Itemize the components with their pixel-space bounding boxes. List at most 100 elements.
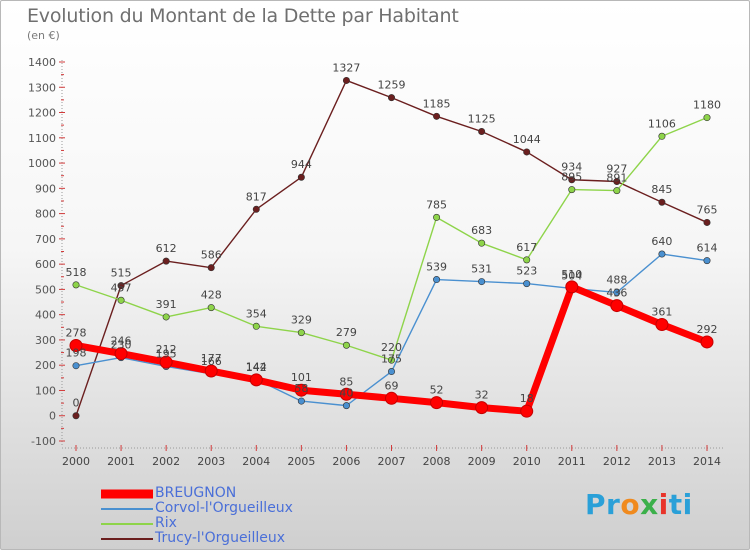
data-label: 0 [73,397,80,410]
data-point [613,178,621,186]
data-label: 391 [156,298,177,311]
data-point [387,368,395,376]
data-label: 765 [697,203,718,216]
data-label: 101 [291,371,312,384]
data-point [249,373,263,387]
data-label: 1327 [332,61,360,74]
data-label: 436 [606,287,627,300]
data-label: 32 [475,389,489,402]
data-point [568,176,576,184]
data-label: 845 [651,183,672,196]
data-label: 85 [339,375,353,388]
x-tick-label: 2001 [107,455,135,468]
y-tick-label: 100 [35,384,56,397]
data-label: 354 [246,307,267,320]
data-point [252,205,260,213]
data-label: 212 [156,343,177,356]
legend-label-corvol: Corvol-l'Orgueilleux [155,500,293,516]
y-tick-label: 0 [49,410,56,423]
data-label: 539 [426,261,447,274]
data-point [703,218,711,226]
data-label: 220 [381,341,402,354]
series-line-2 [75,116,708,361]
data-point [568,186,576,194]
x-tick-label: 2004 [242,455,270,468]
y-tick-label: 200 [35,359,56,372]
data-point [703,257,711,265]
data-labels: 0 515 612 586 817 944 1327 1259 1185 1125 1044 934 9… [66,61,722,409]
y-tick-label: 1100 [28,132,56,145]
x-tick-label: 2010 [513,455,541,468]
data-point [433,276,441,284]
data-label: 18 [520,392,534,405]
data-label: 166 [201,355,222,368]
data-label: 683 [471,224,492,237]
data-point [610,299,624,313]
data-point [387,94,395,102]
data-point [162,257,170,265]
legend-label-trucy: Trucy-l'Orgueilleux [155,530,285,546]
data-label: 230 [111,339,132,352]
data-point [72,281,80,289]
data-label: 504 [561,269,582,282]
y-tick-label: 800 [35,208,56,221]
data-point [162,313,170,321]
data-point [117,282,125,290]
data-label: 617 [516,241,537,254]
data-point [520,404,534,418]
data-point [478,278,486,286]
x-tick-label: 2012 [603,455,631,468]
chart-title: Evolution du Montant de la Dette par Hab… [27,5,459,27]
y-tick-label: 1400 [28,56,56,69]
data-point [658,198,666,206]
data-label: 144 [246,360,267,373]
data-label: 515 [111,267,132,280]
data-point [703,114,711,122]
data-label: 457 [111,281,132,294]
data-label: 292 [697,323,718,336]
data-point [613,187,621,195]
data-point [117,296,125,304]
data-label: 1125 [468,112,496,125]
x-tick-label: 2005 [287,455,315,468]
data-label: 895 [561,171,582,184]
y-tick-label: 1300 [28,81,56,94]
y-tick-label: 700 [35,233,56,246]
data-point [207,304,215,312]
data-point [523,256,531,264]
data-point [252,322,260,330]
data-label: 1259 [378,79,406,92]
data-point [658,250,666,258]
axes: -100010020030040050060070080090010001100… [28,56,723,468]
data-label: 40 [339,387,353,400]
data-label: 1044 [513,133,541,146]
data-label: 195 [156,347,177,360]
data-label: 1180 [693,99,721,112]
x-tick-label: 2000 [62,455,90,468]
data-label: 927 [606,163,627,176]
data-point [700,335,714,349]
data-point [114,347,128,361]
data-label: 246 [111,335,132,348]
data-point [655,318,669,332]
legend-swatch-rix [101,523,153,525]
data-point [433,213,441,221]
data-label: 586 [201,249,222,262]
data-label: 640 [651,235,672,248]
x-tick-label: 2014 [693,455,721,468]
proxiti-logo: Proxiti [585,488,693,521]
data-point [204,364,218,378]
x-tick-label: 2013 [648,455,676,468]
y-tick-label: -100 [31,435,56,448]
data-point [297,329,305,337]
data-point [387,356,395,364]
y-tick-label: 400 [35,309,56,322]
data-point [297,173,305,181]
x-tick-label: 2002 [152,455,180,468]
legend-swatch-breugnon [101,489,153,499]
y-tick-label: 1200 [28,107,56,120]
data-label: 510 [561,268,582,281]
x-tick-label: 2008 [423,455,451,468]
legend-label-rix: Rix [155,515,177,531]
